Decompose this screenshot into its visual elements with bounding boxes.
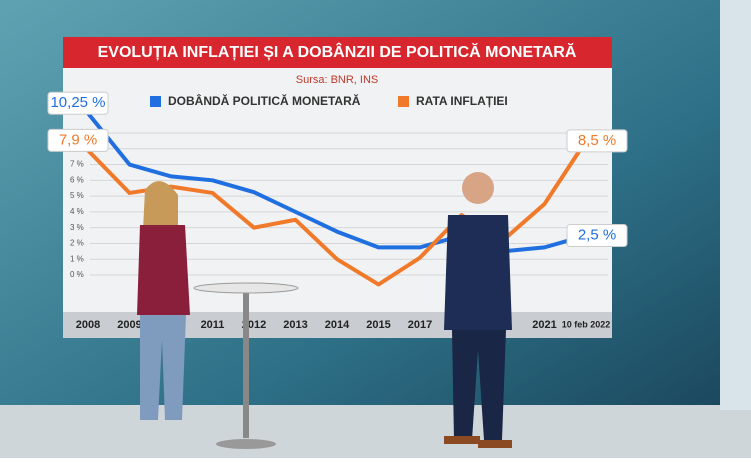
presenters xyxy=(137,172,512,449)
x-tick-label: 2011 xyxy=(201,319,225,331)
title-bar xyxy=(63,37,612,68)
man-jacket xyxy=(444,215,512,330)
chart-subtitle: Sursa: BNR, INS xyxy=(296,74,379,86)
value-label-box xyxy=(47,91,109,115)
y-tick-label: 3 % xyxy=(70,223,84,232)
table-leg xyxy=(243,288,249,438)
y-tick-label: 4 % xyxy=(70,207,84,216)
table-base xyxy=(216,439,276,449)
man-head xyxy=(462,172,494,204)
side-panel xyxy=(720,0,751,410)
value-label-box xyxy=(566,224,628,248)
x-tick-label: 2009 xyxy=(117,319,141,331)
y-tick-label: 6 % xyxy=(70,175,84,184)
legend-swatch xyxy=(150,96,161,107)
man-trousers xyxy=(452,330,506,440)
table-top xyxy=(193,282,299,294)
x-tick-label: 2013 xyxy=(283,319,307,331)
x-tick-label: 10 feb 2022 xyxy=(562,319,611,329)
chart-title: EVOLUȚIA INFLAȚIEI ȘI A DOBÂNZII DE POLI… xyxy=(98,42,577,61)
value-label-box xyxy=(47,128,109,152)
floor xyxy=(0,405,751,458)
legend-label: DOBÂNDĂ POLITICĂ MONETARĂ xyxy=(168,93,361,108)
x-tick-label: 2014 xyxy=(325,319,350,331)
woman-jeans xyxy=(140,315,186,420)
y-tick-label: 0 % xyxy=(70,270,84,279)
value-label: 7,9 % xyxy=(59,131,97,148)
man-shoe xyxy=(478,440,512,448)
x-tick-label: 2015 xyxy=(366,319,390,331)
y-tick-label: 5 % xyxy=(70,191,84,200)
legend-label: RATA INFLAȚIEI xyxy=(416,94,508,108)
y-tick-label: 2 % xyxy=(70,239,84,248)
woman-jacket xyxy=(137,225,190,315)
value-label: 8,5 % xyxy=(578,132,616,149)
value-label: 10,25 % xyxy=(50,94,105,111)
legend-swatch xyxy=(398,96,409,107)
man-shoe xyxy=(444,436,480,444)
value-label: 2,5 % xyxy=(578,227,616,244)
y-tick-label: 1 % xyxy=(70,254,84,263)
x-tick-label: 2017 xyxy=(408,319,432,331)
x-tick-label: 2008 xyxy=(76,319,100,331)
x-tick-label: 2021 xyxy=(532,319,556,331)
y-tick-label: 7 % xyxy=(70,160,84,169)
woman-hair xyxy=(143,181,178,230)
value-label-box xyxy=(566,129,628,153)
